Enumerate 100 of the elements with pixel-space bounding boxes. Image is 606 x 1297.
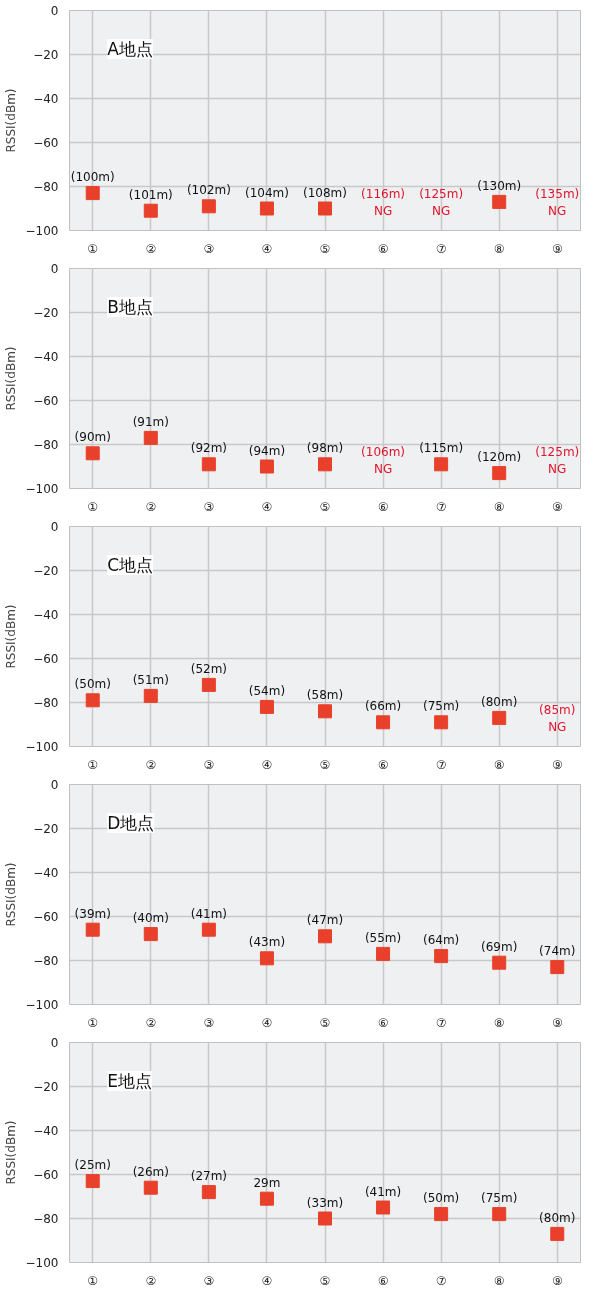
text: B地点 bbox=[107, 296, 153, 317]
annotation: (43m) bbox=[248, 935, 286, 950]
y-tick-label: −20 bbox=[33, 48, 59, 62]
x-tick-label: ⑦ bbox=[435, 499, 447, 514]
point bbox=[201, 199, 216, 214]
x-tick-label: ⑧ bbox=[493, 757, 505, 772]
x-tick-label: ⑧ bbox=[493, 1273, 505, 1288]
x-tick-label: ④ bbox=[261, 1273, 273, 1288]
y-tick-label: −80 bbox=[33, 954, 59, 968]
y-tick-label: −40 bbox=[33, 92, 59, 106]
y-tick-label: −40 bbox=[33, 1124, 59, 1138]
point bbox=[85, 922, 100, 937]
x-tick-label: ② bbox=[145, 241, 157, 256]
annotation: (85m) NG bbox=[539, 703, 576, 734]
y-tick-label: −80 bbox=[33, 438, 59, 452]
point bbox=[492, 710, 507, 725]
annotation: (50m) bbox=[422, 1191, 460, 1206]
point bbox=[376, 1200, 391, 1215]
x-tick-label: ④ bbox=[261, 499, 273, 514]
point bbox=[85, 693, 100, 708]
text: C地点 bbox=[107, 554, 154, 575]
y-tick-label: −40 bbox=[33, 350, 59, 364]
point bbox=[259, 699, 274, 714]
y-tick-label: −40 bbox=[33, 608, 59, 622]
point bbox=[492, 194, 507, 209]
y-tick-label: −60 bbox=[33, 652, 59, 666]
point bbox=[85, 1174, 100, 1189]
y-axis-title: RSSI(dBm) bbox=[3, 1120, 18, 1185]
y-tick-label: −60 bbox=[33, 394, 59, 408]
x-tick-label: ② bbox=[145, 1273, 157, 1288]
x-tick-label: ④ bbox=[261, 241, 273, 256]
annotation: (104m) bbox=[244, 185, 289, 200]
x-tick-label: ⑨ bbox=[551, 757, 563, 772]
x-tick-label: ⑥ bbox=[377, 757, 389, 772]
annotation: (47m) bbox=[306, 913, 344, 928]
annotation: (80m) bbox=[481, 694, 518, 709]
annotation: (94m) bbox=[248, 443, 286, 458]
y-tick-label: −60 bbox=[33, 910, 59, 924]
y-tick-label: −100 bbox=[25, 482, 59, 496]
x-tick-label: ⑦ bbox=[435, 241, 447, 256]
annotation: (125m) NG bbox=[535, 445, 580, 476]
point bbox=[318, 704, 332, 719]
annotation: (125m) NG bbox=[419, 187, 464, 218]
x-tick-label: ① bbox=[87, 757, 99, 772]
point bbox=[259, 201, 274, 216]
x-tick-label: ③ bbox=[203, 499, 215, 514]
x-tick-label: ⑦ bbox=[435, 1015, 447, 1030]
x-tick-label: ⑦ bbox=[435, 1273, 447, 1288]
x-tick-label: ④ bbox=[261, 757, 273, 772]
annotation: (130m) bbox=[477, 178, 522, 193]
y-tick-label: 0 bbox=[50, 520, 59, 534]
annotation: (58m) bbox=[306, 688, 344, 703]
y-axis-title: RSSI(dBm) bbox=[3, 604, 18, 669]
annotation: (39m) bbox=[74, 906, 111, 921]
annotation: (25m) bbox=[74, 1158, 111, 1173]
annotation: (66m) bbox=[364, 699, 402, 714]
y-axis-title: RSSI(dBm) bbox=[3, 346, 18, 411]
text: D地点 bbox=[107, 812, 155, 833]
annotation: (100m) bbox=[70, 170, 115, 185]
point bbox=[201, 1185, 216, 1200]
x-tick-label: ③ bbox=[203, 241, 215, 256]
annotation: (91m) bbox=[132, 414, 169, 429]
y-tick-label: 0 bbox=[50, 262, 59, 276]
annotation: (116m) NG bbox=[361, 187, 406, 218]
y-tick-label: 0 bbox=[50, 4, 59, 18]
annotation: (27m) bbox=[190, 1169, 228, 1184]
point bbox=[318, 1211, 332, 1226]
point bbox=[259, 459, 274, 474]
point bbox=[492, 466, 507, 481]
point bbox=[143, 203, 158, 218]
point bbox=[143, 927, 158, 942]
annotation: (135m) NG bbox=[535, 187, 580, 218]
point bbox=[143, 688, 158, 703]
x-tick-label: ② bbox=[145, 1015, 157, 1030]
annotation: (90m) bbox=[74, 430, 111, 445]
x-tick-label: ⑥ bbox=[377, 241, 389, 256]
x-tick-label: ⑧ bbox=[493, 499, 505, 514]
point bbox=[434, 457, 449, 472]
x-tick-label: ⑧ bbox=[493, 241, 505, 256]
annotation: (115m) bbox=[419, 441, 464, 456]
point bbox=[318, 929, 332, 944]
annotation: (69m) bbox=[481, 939, 518, 954]
x-tick-label: ④ bbox=[261, 1015, 273, 1030]
x-tick-label: ⑤ bbox=[319, 1015, 331, 1030]
point bbox=[434, 1207, 449, 1222]
x-tick-label: ⑨ bbox=[551, 241, 563, 256]
x-tick-label: ① bbox=[87, 1015, 99, 1030]
x-tick-label: ⑨ bbox=[551, 1015, 563, 1030]
y-tick-label: −20 bbox=[33, 564, 59, 578]
x-tick-label: ⑤ bbox=[319, 1273, 331, 1288]
annotation: (120m) bbox=[477, 450, 522, 465]
x-tick-label: ① bbox=[87, 1273, 99, 1288]
y-tick-label: −60 bbox=[33, 1168, 59, 1182]
annotation: (106m) NG bbox=[361, 445, 406, 476]
y-tick-label: 0 bbox=[50, 778, 59, 792]
x-tick-label: ③ bbox=[203, 1015, 215, 1030]
text: A地点 bbox=[107, 38, 153, 59]
annotation: (41m) bbox=[364, 1184, 402, 1199]
point bbox=[492, 1207, 507, 1222]
y-tick-label: −100 bbox=[25, 1256, 59, 1270]
